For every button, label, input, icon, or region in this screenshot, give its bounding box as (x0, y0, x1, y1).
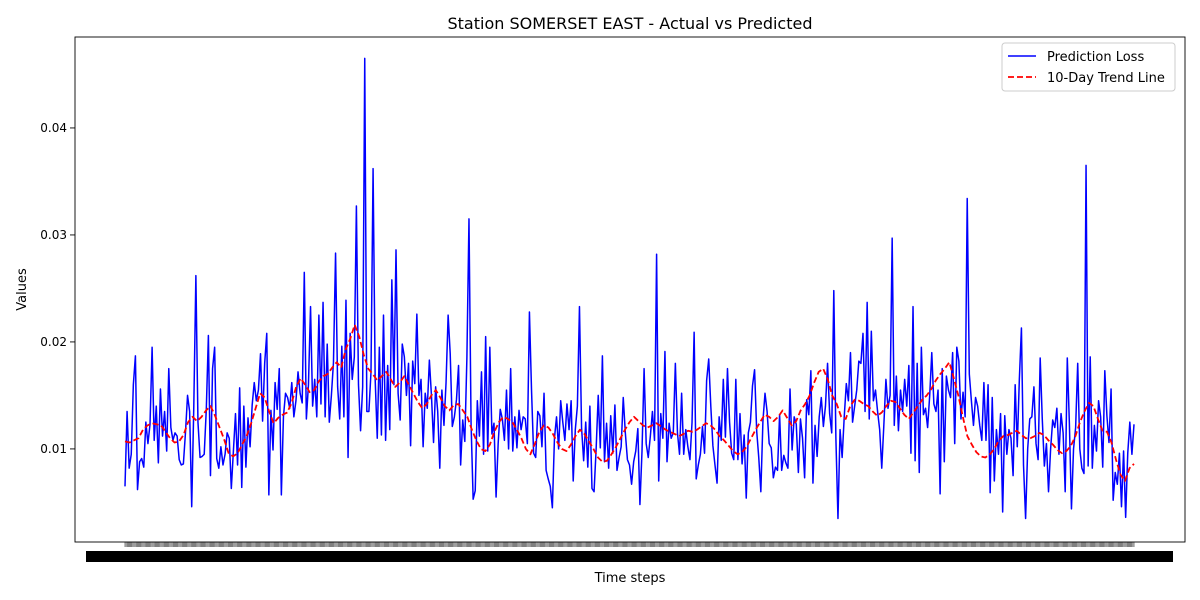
x-axis-ticks (86, 542, 1173, 562)
series-line-trend (124, 323, 1135, 482)
y-axis-ticks: 0.01 0.02 0.03 0.04 (40, 121, 75, 456)
legend-label-prediction-loss: Prediction Loss (1047, 50, 1144, 65)
y-tick-label: 0.02 (40, 335, 67, 349)
chart-title: Station SOMERSET EAST - Actual vs Predic… (447, 14, 812, 33)
x-tick-marks (124, 542, 1135, 547)
plot-area (124, 57, 1135, 520)
y-tick-label: 0.01 (40, 442, 67, 456)
series-line-prediction-loss (124, 57, 1135, 520)
y-tick-label: 0.03 (40, 228, 67, 242)
x-tick-labels-overlapping (86, 551, 1173, 562)
x-axis-title: Time steps (594, 571, 666, 586)
y-tick-label: 0.04 (40, 121, 67, 135)
legend-label-trend: 10-Day Trend Line (1047, 71, 1165, 86)
legend-box (1001, 42, 1176, 92)
plot-frame (74, 36, 1186, 543)
y-axis-title: Values (15, 268, 30, 311)
legend: Prediction Loss 10-Day Trend Line (1001, 42, 1176, 92)
